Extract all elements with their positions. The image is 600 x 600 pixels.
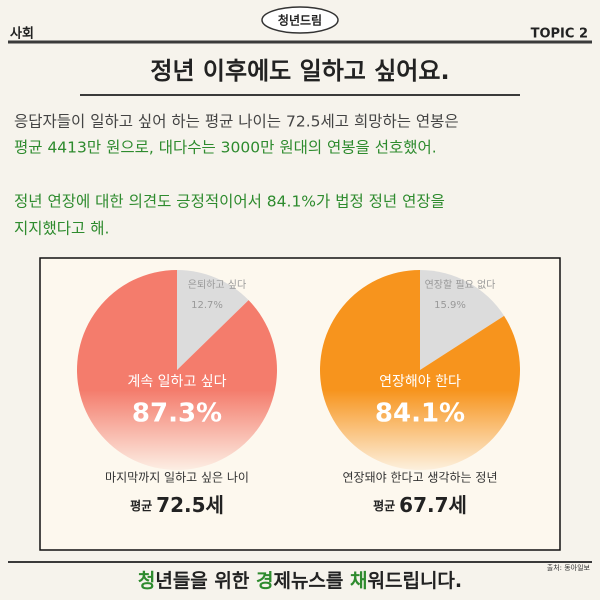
- slogan-part: 청: [138, 570, 155, 592]
- fade: [290, 390, 550, 548]
- slogan: 청년들을 위한 경제뉴스를 채워드립니다.: [138, 570, 462, 592]
- section: 사회: [10, 26, 34, 42]
- note-label: 평균: [130, 499, 152, 513]
- note: 평균 72.5세: [130, 493, 224, 517]
- fade: [47, 390, 307, 548]
- value-label: 87.3%: [132, 399, 222, 429]
- slogan-part: 워드립니다.: [368, 570, 463, 592]
- value-label: 84.1%: [375, 399, 465, 429]
- note-label: 평균: [373, 499, 395, 513]
- pie-slice: [177, 270, 249, 370]
- slice-label: 연장해야 한다: [379, 374, 461, 390]
- note-value: 67.7세: [399, 493, 467, 517]
- slogan-part: 제뉴스를: [273, 570, 350, 592]
- note: 평균 67.7세: [373, 493, 467, 517]
- caption: 연장돼야 한다고 생각하는 정년: [343, 471, 498, 485]
- slogan-part: 경: [256, 570, 273, 592]
- caption: 마지막까지 일하고 싶은 나이: [105, 471, 249, 485]
- topic: TOPIC 2: [531, 27, 588, 42]
- headline: 정년 이후에도 일하고 싶어요.: [150, 57, 449, 85]
- slice-label: 연장할 필요 없다: [425, 278, 496, 291]
- value-label: 12.7%: [191, 300, 223, 311]
- source: 출처: 동아일보: [547, 563, 591, 572]
- body-line: 정년 연장에 대한 의견도 긍정적이어서 84.1%가 법정 정년 연장을: [14, 193, 445, 211]
- slogan-part: 채: [350, 570, 367, 592]
- badge: 청년드림: [278, 13, 322, 28]
- body-line: 평균 4413만 원으로, 대다수는 3000만 원대의 연봉을 선호했어.: [14, 139, 437, 157]
- badge-outline: [261, 6, 339, 34]
- body-line: 응답자들이 일하고 싶어 하는 평균 나이는 72.5세고 희망하는 연봉은: [14, 113, 459, 131]
- slice-label: 계속 일하고 싶다: [127, 374, 226, 390]
- charts: 은퇴하고 싶다 12.7% 계속 일하고 싶다 87.3% 마지막까지 일하고 싶은 나…: [47, 270, 550, 548]
- pie-slice: [420, 270, 505, 370]
- body-line: 지지했다고 해.: [14, 220, 109, 238]
- slogan-part: 년들을 위한: [155, 570, 256, 592]
- note-value: 72.5세: [156, 493, 224, 517]
- slice-label: 은퇴하고 싶다: [188, 278, 246, 291]
- value-label: 15.9%: [434, 300, 466, 311]
